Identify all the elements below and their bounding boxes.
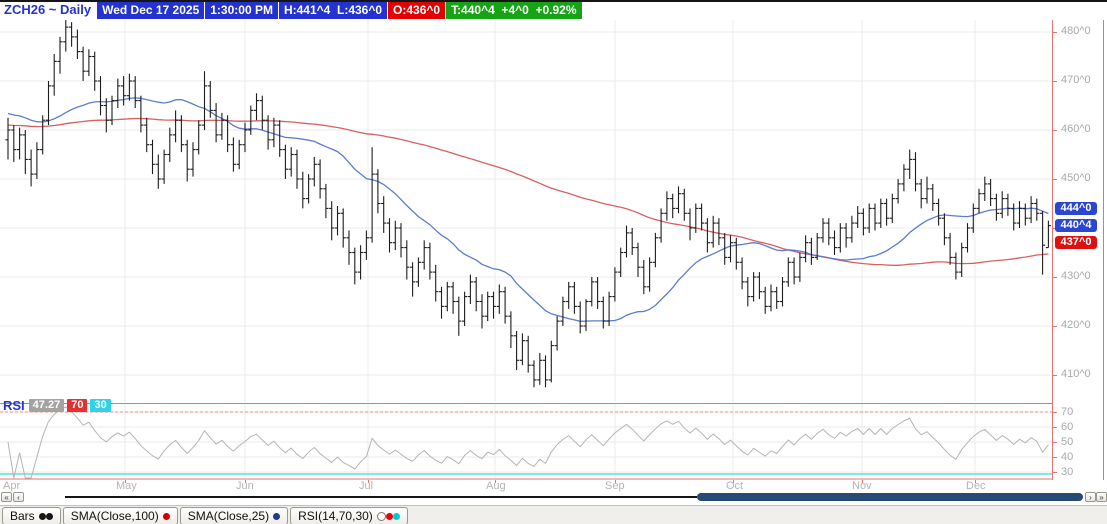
rsi-tick — [1053, 472, 1057, 473]
price-axis[interactable]: 480^0470^0460^0450^0440^0430^0420^0410^0… — [1052, 20, 1104, 480]
month-tick — [245, 480, 246, 483]
price-tick — [1053, 179, 1057, 180]
rsi-tick-label: 60 — [1061, 421, 1074, 433]
indicator-color-dot — [45, 512, 53, 520]
indicator-color-dot — [376, 511, 386, 521]
indicator-color-dot — [162, 512, 170, 520]
month-tick — [125, 480, 126, 483]
scrollbar-thumb[interactable] — [697, 493, 1083, 501]
price-tick — [1053, 277, 1057, 278]
indicator-toolbar: Bars SMA(Close,100) SMA(Close,25) RSI(14,70… — [0, 505, 1107, 524]
chart-scrollbar[interactable]: «‹ ›» — [0, 492, 1107, 504]
rsi-overbought-chip[interactable]: 70 — [67, 398, 88, 412]
price-tick-label: 460^0 — [1061, 123, 1091, 135]
rsi-button[interactable]: RSI(14,70,30) — [290, 507, 408, 524]
indicator-color-dot — [392, 512, 400, 520]
rsi-tick — [1053, 427, 1057, 428]
rsi-tick-label: 50 — [1061, 436, 1074, 448]
month-label: Jul — [359, 480, 374, 492]
sma25-button-label: SMA(Close,25) — [187, 509, 270, 523]
month-label: Dec — [966, 480, 986, 492]
sma100-value-tag: 437^0 — [1055, 236, 1097, 250]
month-tick — [733, 480, 734, 483]
time-axis: Apr May Jun Jul Aug Sep Oct Nov Dec — [0, 480, 1052, 492]
month-label: Nov — [852, 480, 872, 492]
month-tick — [495, 480, 496, 483]
price-tick — [1053, 130, 1057, 131]
price-tick — [1053, 326, 1057, 327]
month-label: Apr — [3, 480, 21, 492]
sma25-value-tag: 444^0 — [1055, 201, 1097, 215]
rsi-indicator-header[interactable]: RSI 47.27 70 30 — [3, 397, 111, 413]
price-tick — [1053, 375, 1057, 376]
price-tick-label: 430^0 — [1061, 270, 1091, 282]
bars-button[interactable]: Bars — [2, 507, 61, 524]
rsi-value-chip[interactable]: 47.27 — [28, 398, 65, 412]
price-tick-label: 470^0 — [1061, 74, 1091, 86]
month-label: Oct — [726, 480, 744, 492]
rsi-tick-label: 70 — [1061, 406, 1074, 418]
rsi-plot[interactable] — [0, 402, 1053, 480]
scroll-to-start-button[interactable]: « — [1, 492, 12, 502]
data-extent-line — [65, 496, 697, 498]
sma100-button[interactable]: SMA(Close,100) — [62, 507, 178, 524]
month-tick — [615, 480, 616, 483]
sma25-button[interactable]: SMA(Close,25) — [179, 507, 289, 524]
high-low-chip: H:441^4 L:436^0 — [278, 2, 388, 19]
sma100-button-label: SMA(Close,100) — [70, 509, 159, 523]
quote-header: ZCH26 ~ Daily Wed Dec 17 2025 1:30:00 PM… — [0, 2, 583, 19]
month-label: Sep — [605, 480, 625, 492]
month-label: May — [116, 480, 137, 492]
indicator-color-dot — [38, 512, 46, 520]
month-tick — [975, 480, 976, 483]
price-tick-label: 420^0 — [1061, 319, 1091, 331]
price-tick-label: 450^0 — [1061, 172, 1091, 184]
rsi-tick-label: 30 — [1061, 466, 1074, 478]
price-tick — [1053, 81, 1057, 82]
rsi-tick — [1053, 457, 1057, 458]
time-chip: 1:30:00 PM — [205, 2, 278, 19]
rsi-title: RSI — [3, 397, 25, 413]
price-tick — [1053, 32, 1057, 33]
month-label: Aug — [486, 480, 506, 492]
price-tick-label: 480^0 — [1061, 25, 1091, 37]
price-tick-label: 410^0 — [1061, 368, 1091, 380]
scroll-to-end-button[interactable]: » — [1096, 492, 1107, 502]
rsi-tick — [1053, 412, 1057, 413]
month-tick — [862, 480, 863, 483]
month-tick — [368, 480, 369, 483]
date-chip: Wed Dec 17 2025 — [97, 2, 205, 19]
indicator-color-dot — [273, 512, 281, 520]
rsi-oversold-chip[interactable]: 30 — [90, 398, 111, 412]
last-price-tag: 440^4 — [1055, 219, 1097, 233]
rsi-tick — [1053, 442, 1057, 443]
scroll-left-button[interactable]: ‹ — [13, 492, 24, 502]
price-plot[interactable] — [0, 20, 1053, 402]
month-label: Jun — [236, 480, 254, 492]
bars-button-label: Bars — [10, 509, 35, 523]
last-trade-chip: T:440^4 +4^0 +0.92% — [446, 2, 582, 19]
rsi-button-label: RSI(14,70,30) — [298, 509, 373, 523]
indicator-color-dot — [385, 512, 393, 520]
symbol-period-label: ZCH26 ~ Daily — [4, 2, 92, 17]
open-chip: O:436^0 — [388, 2, 446, 19]
scroll-right-button[interactable]: › — [1085, 492, 1096, 502]
rsi-tick-label: 40 — [1061, 451, 1074, 463]
